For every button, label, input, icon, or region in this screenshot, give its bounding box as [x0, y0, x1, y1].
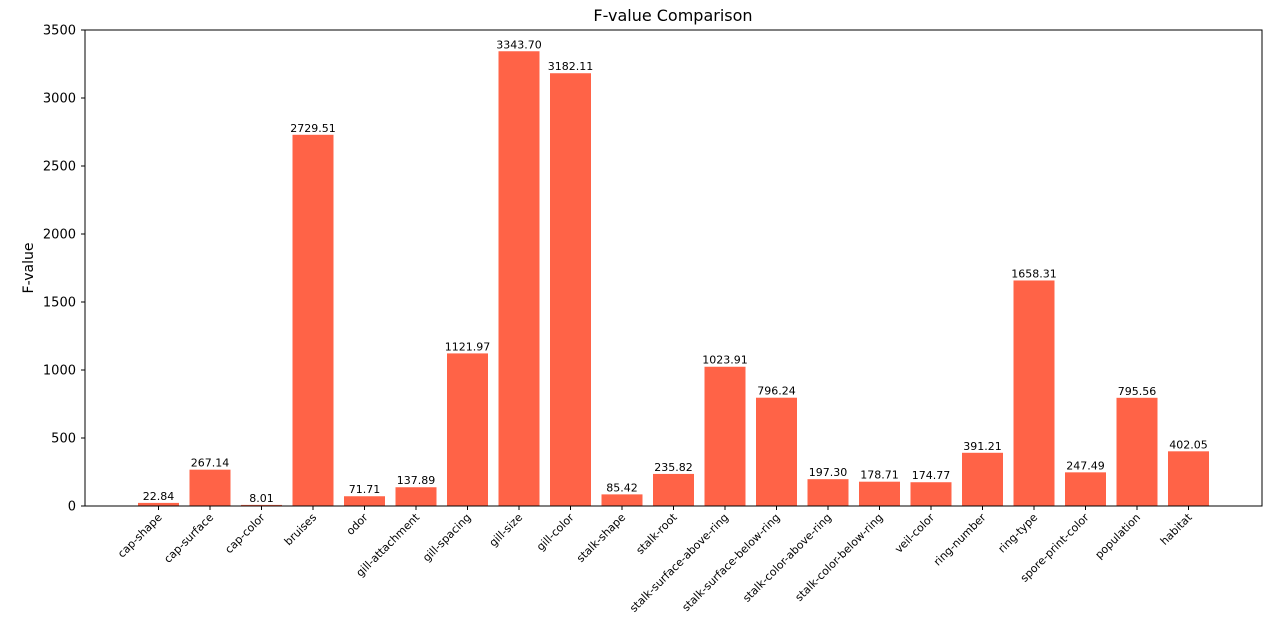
bar-gill-attachment — [395, 487, 437, 506]
bar-ring-number — [962, 452, 1003, 506]
x-tick-label-stalk-surface-above-ring: stalk-surface-above-ring — [627, 511, 731, 615]
bar-stalk-surface-below-ring — [756, 397, 797, 506]
data-label-gill-attachment: 137.89 — [397, 474, 436, 487]
bar-gill-color — [550, 73, 591, 507]
bar-stalk-color-above-ring — [807, 479, 849, 506]
y-tick-label: 1500 — [43, 296, 76, 311]
chart-title: F-value Comparison — [593, 6, 752, 25]
bar-cap-color — [241, 504, 282, 506]
y-tick-label: 2500 — [43, 160, 76, 175]
data-label-stalk-shape: 85.42 — [606, 481, 638, 494]
bar-cap-shape — [138, 502, 179, 506]
x-tick-label-stalk-color-below-ring: stalk-color-below-ring — [793, 511, 886, 604]
data-label-spore-print-color: 247.49 — [1066, 459, 1105, 472]
x-tick-label-population: population — [1093, 511, 1144, 562]
data-label-ring-type: 1658.31 — [1011, 267, 1057, 280]
plot-frame — [84, 29, 1263, 507]
y-tick-label: 3000 — [43, 92, 76, 107]
bar-cap-surface — [189, 469, 231, 506]
data-label-gill-color: 3182.11 — [548, 60, 594, 73]
x-tick-label-gill-color: gill-color — [534, 511, 577, 554]
data-label-stalk-surface-above-ring: 1023.91 — [702, 354, 748, 367]
bar-gill-size — [498, 51, 540, 506]
x-tick-label-gill-size: gill-size — [487, 511, 526, 550]
x-tick-label-stalk-shape: stalk-shape — [574, 511, 628, 565]
data-labels-group: 22.84 267.14 8.01 2729.51 71.71 137.89 1121.97… — [143, 38, 1208, 505]
bar-ring-type — [1013, 280, 1055, 506]
bar-stalk-root — [653, 473, 694, 506]
x-tick-label-stalk-color-above-ring: stalk-color-above-ring — [740, 511, 834, 605]
x-tick-label-cap-color: cap-color — [222, 511, 267, 556]
data-label-cap-color: 8.01 — [249, 492, 274, 505]
bar-odor — [344, 496, 385, 506]
x-tick-label-gill-spacing: gill-spacing — [420, 511, 473, 564]
bar-stalk-color-below-ring — [859, 481, 900, 506]
y-tick-label: 3500 — [43, 24, 76, 39]
bar-gill-spacing — [447, 353, 488, 506]
data-label-odor: 71.71 — [349, 483, 381, 496]
data-label-veil-color: 174.77 — [912, 469, 951, 482]
data-label-population: 795.56 — [1118, 385, 1157, 398]
y-tick-label: 500 — [51, 432, 76, 447]
data-label-gill-spacing: 1121.97 — [445, 340, 491, 353]
x-tick-label-cap-shape: cap-shape — [115, 511, 165, 561]
data-label-stalk-surface-below-ring: 796.24 — [757, 385, 796, 398]
bar-veil-color — [910, 482, 952, 506]
bar-bruises — [292, 134, 334, 507]
y-axis-ticks: 0 500 1000 1500 2000 2500 3000 3500 — [43, 24, 85, 515]
x-tick-label-stalk-surface-below-ring: stalk-surface-below-ring — [679, 511, 782, 614]
data-label-cap-surface: 267.14 — [191, 457, 230, 470]
y-axis-label: F-value — [21, 243, 37, 294]
data-label-stalk-root: 235.82 — [654, 461, 693, 474]
x-tick-label-habitat: habitat — [1158, 510, 1195, 547]
x-tick-label-stalk-root: stalk-root — [633, 510, 680, 557]
y-tick-label: 1000 — [43, 364, 76, 379]
data-label-gill-size: 3343.70 — [496, 38, 542, 51]
data-label-bruises: 2729.51 — [290, 122, 336, 135]
data-label-ring-number: 391.21 — [963, 440, 1002, 453]
x-tick-label-ring-type: ring-type — [996, 511, 1041, 556]
bar-habitat — [1168, 451, 1209, 506]
data-label-habitat: 402.05 — [1169, 438, 1208, 451]
bars-group — [138, 51, 1209, 507]
bar-stalk-surface-above-ring — [704, 366, 746, 506]
x-tick-label-bruises: bruises — [282, 511, 319, 548]
data-label-stalk-color-below-ring: 178.71 — [860, 469, 899, 482]
y-tick-label: 2000 — [43, 228, 76, 243]
data-label-stalk-color-above-ring: 197.30 — [809, 466, 848, 479]
x-tick-label-cap-surface: cap-surface — [161, 511, 216, 566]
bar-stalk-shape — [601, 494, 643, 506]
x-tick-label-ring-number: ring-number — [931, 511, 989, 569]
data-label-cap-shape: 22.84 — [143, 490, 175, 503]
bar-population — [1116, 397, 1158, 506]
bar-spore-print-color — [1065, 472, 1106, 506]
x-tick-label-veil-color: veil-color — [892, 511, 937, 556]
x-tick-label-odor: odor — [344, 511, 371, 538]
y-tick-label: 0 — [68, 500, 76, 515]
